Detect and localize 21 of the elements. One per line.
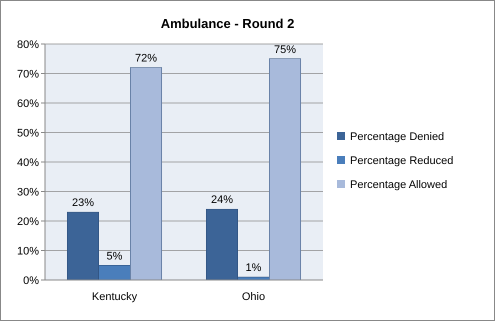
y-tick-label: 10% <box>16 245 40 258</box>
chart-title: Ambulance - Round 2 <box>160 16 294 31</box>
y-tick-label: 40% <box>16 156 40 169</box>
y-tick-label: 30% <box>16 186 40 198</box>
x-tick-label: Ohio <box>242 291 266 303</box>
data-label: 23% <box>72 197 94 210</box>
y-tick-label: 20% <box>16 216 40 228</box>
data-label: 5% <box>106 250 123 262</box>
legend-label: Percentage Reduced <box>350 154 454 167</box>
y-tick-label: 70% <box>16 68 40 80</box>
y-tick-label: 60% <box>16 98 40 110</box>
data-label: 24% <box>210 194 234 206</box>
y-tick-label: 0% <box>23 274 40 287</box>
data-label: 1% <box>246 262 262 274</box>
y-tick-label: 50% <box>16 127 40 140</box>
data-label: 72% <box>134 52 158 65</box>
data-label: 75% <box>274 44 296 56</box>
legend-label: Percentage Denied <box>350 130 444 143</box>
y-tick-label: 80% <box>16 38 40 51</box>
x-tick-label: Kentucky <box>92 291 138 303</box>
legend-label: Percentage Allowed <box>350 178 448 191</box>
